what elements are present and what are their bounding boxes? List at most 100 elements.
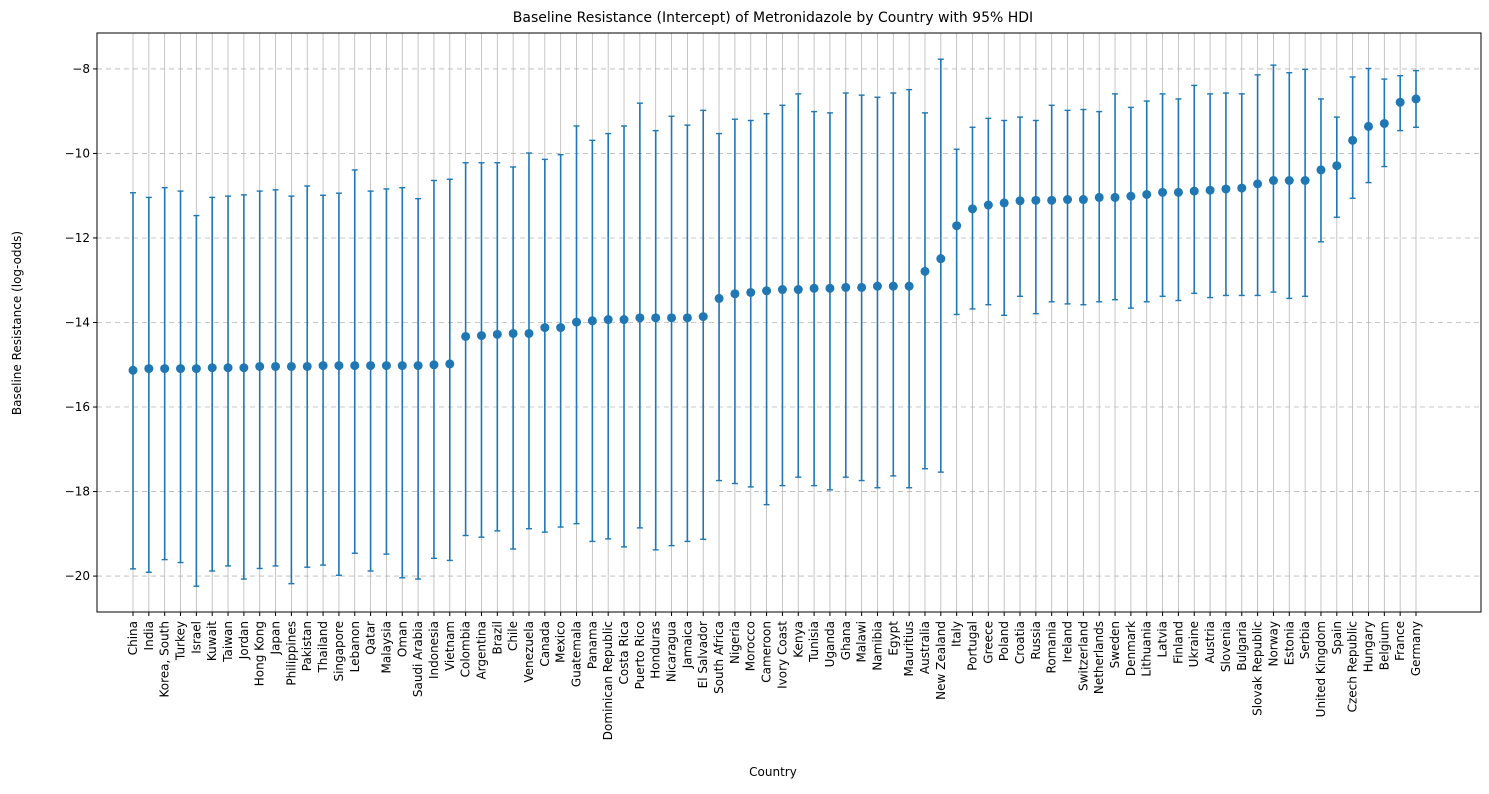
y-tick-label: −10 [65, 146, 90, 160]
x-tick-label: Germany [1409, 621, 1423, 676]
data-point [476, 331, 486, 341]
data-point [508, 328, 518, 338]
x-tick-label: Korea, South [158, 621, 172, 698]
x-tick-label: Singapore [332, 621, 346, 682]
data-point [1110, 192, 1120, 202]
data-point [176, 364, 186, 374]
data-point [445, 359, 455, 369]
data-point [366, 361, 376, 371]
data-point [191, 364, 201, 374]
x-tick-label: Philippines [284, 621, 298, 686]
data-point [1078, 195, 1088, 205]
data-point [762, 286, 772, 296]
x-tick-label: Czech Republic [1346, 621, 1360, 712]
data-point [967, 204, 977, 214]
x-tick-label: Venezuela [522, 621, 536, 683]
data-point [746, 287, 756, 297]
x-tick-label: Canada [538, 621, 552, 667]
data-point [1126, 191, 1136, 201]
x-tick-label: Nicaragua [665, 621, 679, 682]
data-point [160, 364, 170, 374]
data-point [793, 285, 803, 295]
x-tick-label: Mexico [554, 621, 568, 663]
data-point [1142, 189, 1152, 199]
y-tick-label: −16 [65, 400, 90, 414]
x-tick-label: Finland [1171, 621, 1185, 664]
data-point [809, 283, 819, 293]
x-tick-label: Norway [1266, 621, 1280, 667]
data-point [1363, 121, 1373, 131]
data-point [1221, 184, 1231, 194]
data-point [999, 198, 1009, 208]
x-tick-label: Panama [585, 621, 599, 669]
data-point [651, 313, 661, 323]
data-point [1158, 187, 1168, 197]
x-tick-label: Jordan [237, 621, 251, 660]
data-point [271, 361, 281, 371]
data-point [603, 315, 613, 325]
data-point [1284, 175, 1294, 185]
data-point [1173, 187, 1183, 197]
x-tick-label: Jamaica [680, 621, 694, 669]
x-tick-label: Honduras [649, 621, 663, 679]
x-tick-label: Saudi Arabia [411, 621, 425, 697]
data-point [888, 281, 898, 291]
data-point [524, 328, 534, 338]
y-tick-label: −20 [65, 569, 90, 583]
x-tick-label: Denmark [1124, 621, 1138, 676]
x-tick-label: Vietnam [443, 621, 457, 671]
data-point [714, 293, 724, 303]
x-tick-label: Morocco [744, 621, 758, 671]
x-tick-label: Portugal [965, 621, 979, 671]
y-tick-label: −18 [65, 485, 90, 499]
x-tick-label: Slovak Republic [1251, 621, 1265, 716]
x-tick-label: South Africa [712, 621, 726, 694]
points-layer [128, 94, 1421, 375]
data-point [904, 281, 914, 291]
data-point [461, 331, 471, 341]
data-point [1316, 165, 1326, 175]
data-point [872, 281, 882, 291]
x-tick-label: Bulgaria [1235, 621, 1249, 671]
y-tick-label: −8 [72, 62, 90, 76]
data-point [1253, 179, 1263, 189]
data-point [540, 323, 550, 333]
data-point [1332, 161, 1342, 171]
y-tick-label: −12 [65, 231, 90, 245]
x-tick-label: Russia [1029, 621, 1043, 660]
data-point [144, 364, 154, 374]
data-point [635, 313, 645, 323]
data-point [682, 313, 692, 323]
x-tick-label: Sweden [1108, 621, 1122, 668]
data-point [397, 361, 407, 371]
x-tick-label: France [1393, 621, 1407, 661]
x-tick-label: India [142, 621, 156, 650]
data-point [1268, 175, 1278, 185]
x-tick-label: Uganda [823, 621, 837, 667]
x-tick-label: Thailand [316, 621, 330, 674]
x-tick-label: Belgium [1377, 621, 1391, 670]
data-point [1237, 183, 1247, 193]
x-tick-label: Ireland [1061, 621, 1075, 663]
x-tick-label: Pakistan [300, 621, 314, 671]
x-tick-label: Greece [981, 621, 995, 664]
x-tick-label: Ivory Coast [775, 621, 789, 689]
data-point [572, 317, 582, 327]
x-tick-label: Slovenia [1219, 621, 1233, 672]
x-tick-label: Hong Kong [253, 621, 267, 686]
x-tick-label: United Kingdom [1314, 621, 1328, 717]
x-tick-label: Serbia [1298, 621, 1312, 659]
x-tick-label: New Zealand [934, 621, 948, 700]
data-point [286, 361, 296, 371]
data-point [255, 361, 265, 371]
x-tick-label: Israel [189, 621, 203, 654]
data-point [1395, 97, 1405, 107]
x-tick-label: Japan [269, 621, 283, 655]
x-tick-label: Qatar [364, 621, 378, 655]
data-point [223, 363, 233, 373]
x-tick-label: Guatemala [570, 621, 584, 687]
x-tick-label: El Salvador [696, 621, 710, 688]
x-tick-label: Estonia [1282, 621, 1296, 665]
